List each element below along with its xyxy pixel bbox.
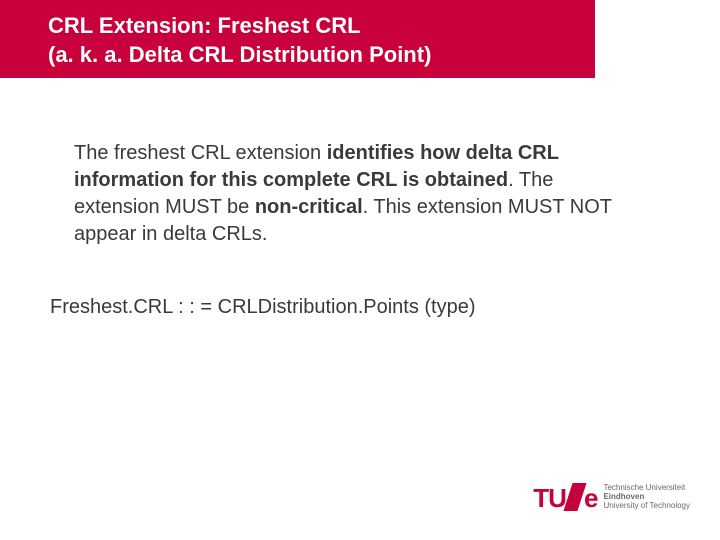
- logo-tu: TU: [533, 483, 566, 514]
- logo-line1: Technische Universiteit: [603, 483, 690, 492]
- logo-mark: TU e: [533, 479, 597, 514]
- logo-line3: University of Technology: [603, 501, 690, 510]
- body-part1: The freshest CRL extension: [74, 142, 327, 164]
- slide-header: CRL Extension: Freshest CRL (a. k. a. De…: [0, 0, 595, 78]
- slide-title: CRL Extension: Freshest CRL (a. k. a. De…: [48, 12, 595, 69]
- title-line-1: CRL Extension: Freshest CRL: [48, 13, 361, 38]
- logo-wordmark: Technische Universiteit Eindhoven Univer…: [603, 483, 690, 511]
- university-logo: TU e Technische Universiteit Eindhoven Un…: [533, 479, 690, 514]
- syntax-text: Freshest.CRL : : = CRLDistribution.Point…: [50, 296, 476, 318]
- title-line-2: (a. k. a. Delta CRL Distribution Point): [48, 42, 431, 67]
- logo-e: e: [584, 483, 597, 514]
- body-bold2: non-critical: [255, 196, 363, 218]
- syntax-definition: Freshest.CRL : : = CRLDistribution.Point…: [50, 296, 650, 319]
- body-paragraph: The freshest CRL extension identifies ho…: [74, 140, 634, 248]
- logo-line2: Eindhoven: [603, 492, 690, 501]
